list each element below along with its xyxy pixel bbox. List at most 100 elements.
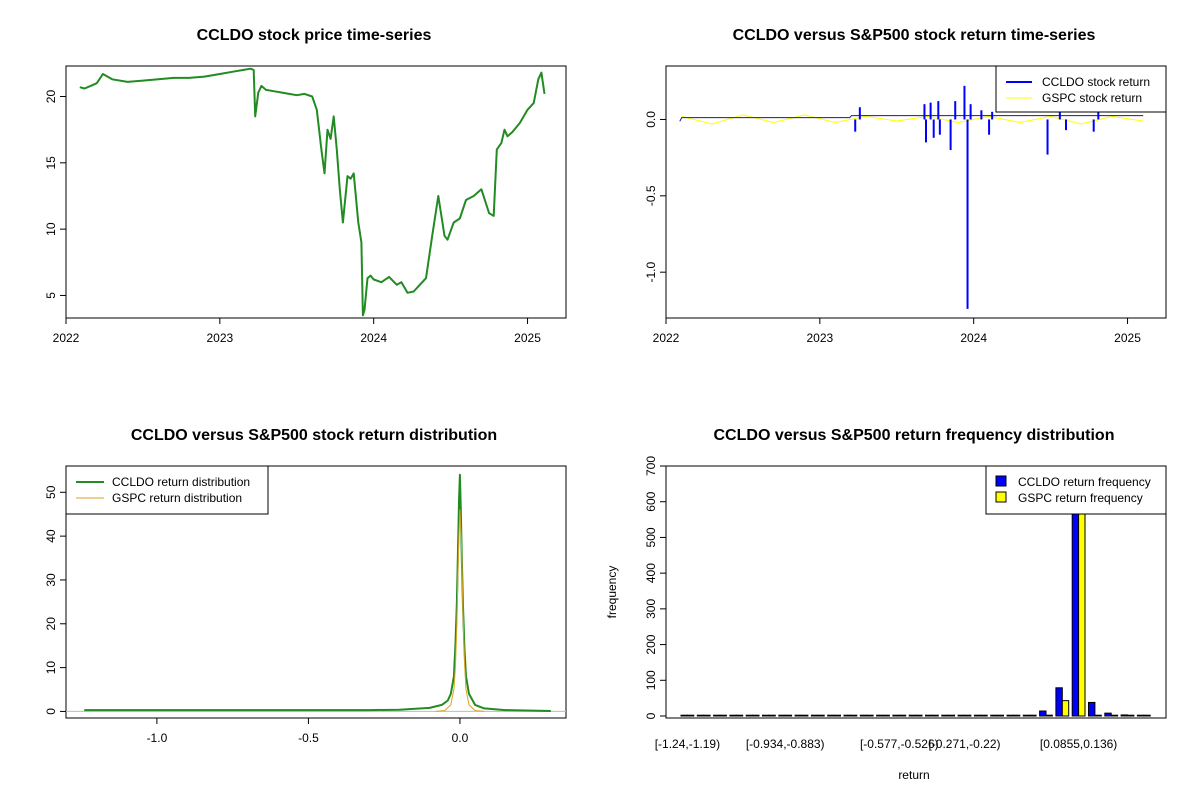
price-y-tick-label: 5 [44,292,58,299]
gspc-frequency-bar [719,714,727,717]
density-chart-title: CCLDO versus S&P500 stock return distrib… [131,427,497,444]
gspc-frequency-bar [980,714,988,717]
gspc-frequency-bar [882,714,890,717]
frequency-y-tick-label: 700 [644,456,658,476]
frequency-legend-box [985,465,1167,515]
price-y-tick-label: 20 [44,90,58,104]
gspc-frequency-bar [1029,714,1037,717]
price-x-tick-label: 2022 [53,331,80,345]
gspc-frequency-bar [898,714,907,717]
cclDO-frequency-bar [843,714,851,717]
cclDO-frequency-bar [941,714,949,717]
cclDO-frequency-bar [957,714,965,717]
frequency-category-label: [-1.24,-1.19) [655,737,720,751]
frequency-legend-label-gspc: GSPC return frequency [1018,491,1143,505]
density-y-tick-label: 30 [44,573,58,587]
cclDO-frequency-bar [876,714,884,717]
cclDO-frequency-bar [1039,710,1047,717]
cclDO-frequency-bar [794,714,802,717]
gspc-frequency-bar [1012,714,1021,717]
density-legend-label-gspc: GSPC return distribution [112,491,242,505]
returns-x-tick-label: 2022 [653,331,680,345]
returns-chart-title: CCLDO versus S&P500 stock return time-se… [733,27,1096,44]
cclDO-frequency-bar [908,714,917,717]
cclDO-frequency-bar [859,714,868,717]
price-x-tick-label: 2023 [206,331,233,345]
returns-plot-frame [665,65,1167,319]
gspc-frequency-bar [703,714,711,717]
cclDO-frequency-bar [1022,714,1031,717]
gspc-frequency-bar [947,714,956,717]
cclDO-frequency-bar [925,714,933,717]
gspc-frequency-bar [1110,714,1119,717]
cclDO-frequency-bar [810,714,819,717]
gspc-frequency-bar [1061,700,1070,717]
frequency-category-label: [-0.271,-0.22) [928,737,1000,751]
frequency-category-label: [-0.934,-0.883) [746,737,825,751]
price-chart-title: CCLDO stock price time-series [197,27,432,44]
cclDO-frequency-bar [827,714,835,717]
cclDO-frequency-bar [1055,687,1063,717]
cclDO-frequency-bar [762,714,770,717]
gspc-frequency-bar [768,714,776,717]
gspc-frequency-bar [915,714,923,717]
frequency-legend-swatch-cclDO [995,475,1007,487]
returns-y-tick-label: 0.0 [644,111,658,128]
frequency-y-tick-label: 100 [644,670,658,690]
gspc-frequency-bar [801,714,809,717]
frequency-y-tick-label: 400 [644,563,658,583]
cclDO-frequency-bar [745,714,754,717]
gspc-frequency-bar [686,714,695,717]
price-x-tick-label: 2025 [514,331,541,345]
returns-x-tick-label: 2024 [960,331,987,345]
price-plot-frame [65,65,567,319]
density-y-tick-label: 50 [44,485,58,499]
returns-legend-label-gspc: GSPC stock return [1042,91,1142,105]
gspc-frequency-bar [964,714,972,717]
frequency-y-axis-label: frequency [605,566,619,619]
returns-y-tick-label: -0.5 [644,185,658,206]
gspc-density-line [435,509,485,712]
returns-legend-label-cclDO: CCLDO stock return [1042,75,1150,89]
returns-legend-box [995,65,1167,113]
cclDO-frequency-bar [1006,714,1014,717]
cclDO-frequency-bar [892,714,900,717]
frequency-y-tick-label: 0 [644,712,658,719]
returns-x-tick-label: 2023 [806,331,833,345]
frequency-chart-title: CCLDO versus S&P500 return frequency dis… [714,427,1115,444]
frequency-chart: 0 100 200 300 400 500 600 700 [-1.24,-1.19) [-0.9… [644,456,1167,751]
frequency-y-tick-label: 200 [644,634,658,654]
density-y-tick-label: 20 [44,617,58,631]
density-y-tick-label: 0 [44,708,58,715]
density-x-tick-label: -1.0 [147,731,168,745]
cclDO-frequency-bar [680,714,688,717]
gspc-frequency-bar [1078,504,1086,717]
cclDO-frequency-bar [713,714,721,717]
gspc-frequency-bar [833,714,841,717]
gspc-frequency-bar [1143,714,1151,717]
gspc-frequency-bar [866,714,874,717]
gspc-frequency-bar [1127,714,1135,717]
frequency-y-tick-label: 300 [644,599,658,619]
gspc-frequency-bar [735,714,744,717]
returns-chart: 2022 2023 2024 2025 -1.0 -0.5 0.0 CCLDO stock r… [644,65,1167,345]
density-x-tick-label: 0.0 [452,731,469,745]
density-legend-label-cclDO: CCLDO return distribution [112,475,250,489]
price-x-tick-label: 2024 [360,331,387,345]
density-x-tick-label: -0.5 [298,731,319,745]
price-series-line [79,67,546,317]
density-legend-box [65,465,269,515]
cclDO-frequency-bar [778,714,786,717]
cclDO-frequency-bar [1088,701,1096,717]
frequency-legend-label-cclDO: CCLDO return frequency [1018,475,1151,489]
frequency-category-label: [-0.577,-0.526) [860,737,939,751]
frequency-plot-frame [665,465,1167,719]
cclDO-frequency-bar [696,714,705,717]
price-chart: 2022 2023 2024 2025 5 10 15 20 [44,67,546,345]
cclDO-frequency-bar [729,714,737,717]
gspc-frequency-bar [996,714,1004,717]
cclDO-frequency-bar [1104,712,1112,717]
gspc-return-line [681,114,1143,125]
frequency-y-tick-label: 600 [644,491,658,511]
density-chart: -1.0 -0.5 0.0 0 10 20 30 40 50 CCLDO return distr… [44,465,566,745]
